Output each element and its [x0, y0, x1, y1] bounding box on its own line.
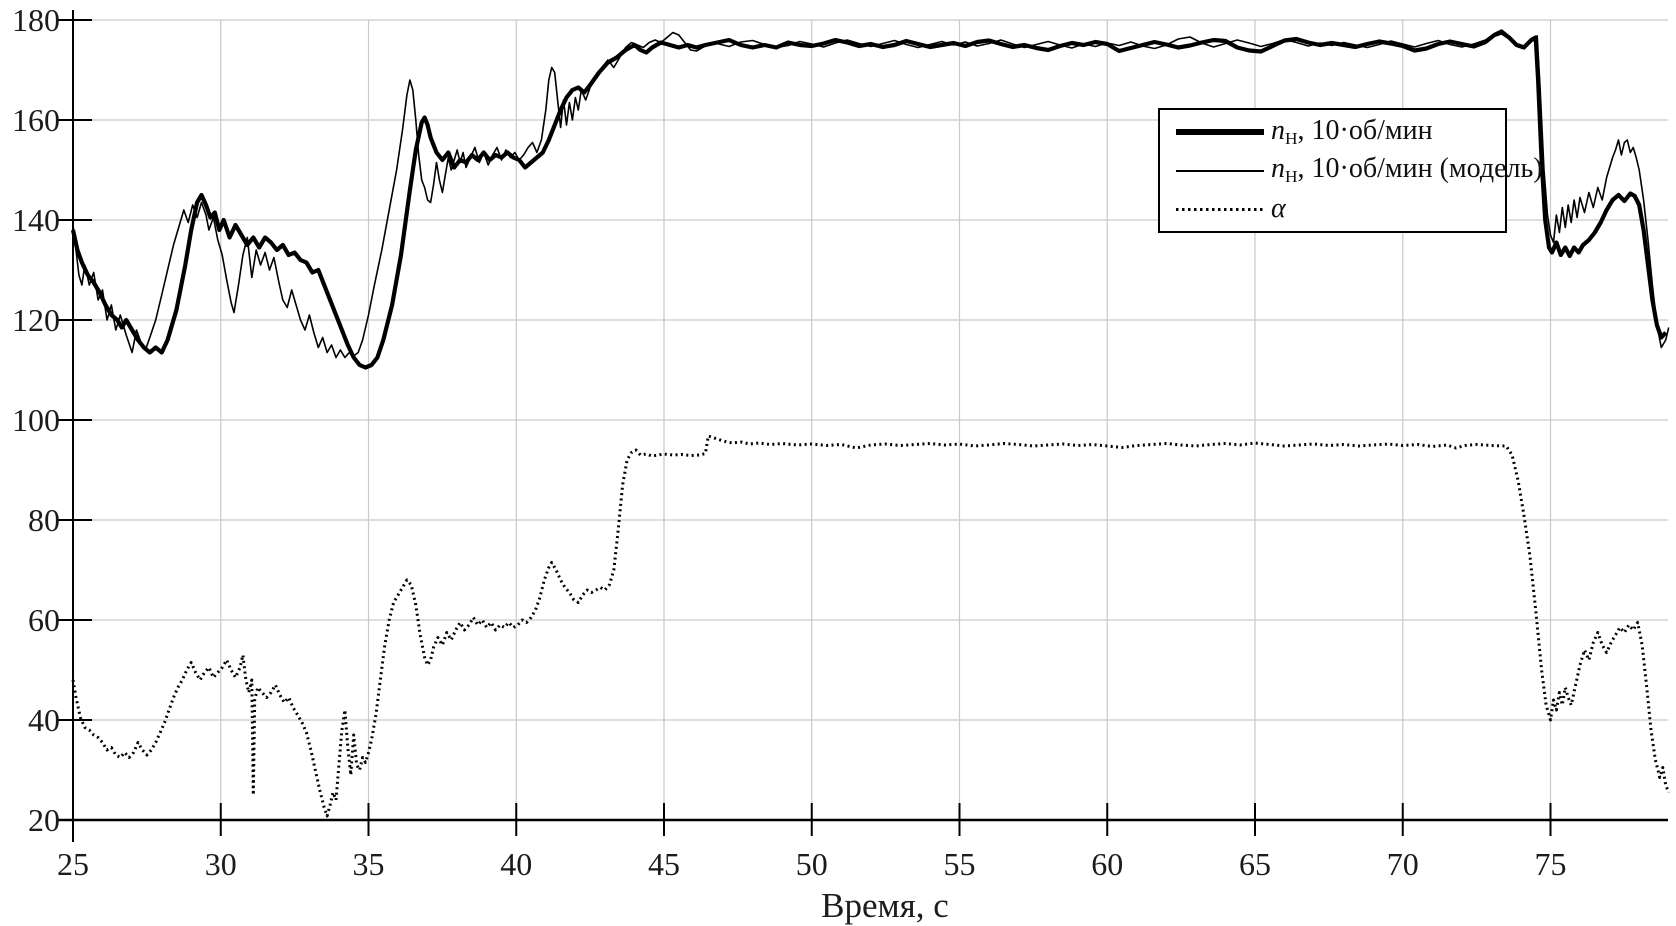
y-tick-label: 20 [28, 802, 60, 838]
x-tick-label: 25 [57, 846, 89, 882]
legend-thin-line-sample-icon [1176, 169, 1264, 172]
x-tick-label: 75 [1534, 846, 1567, 882]
x-tick-label: 45 [648, 846, 680, 882]
y-tick-label: 140 [12, 202, 60, 238]
legend-item: nН, 10·об/мин [1176, 115, 1505, 149]
legend-thick-line-sample-icon [1176, 128, 1264, 135]
x-tick-label: 70 [1386, 846, 1419, 882]
legend-box: nН, 10·об/мин nН, 10·об/мин (модель) α [1158, 108, 1543, 233]
x-tick-label: 30 [204, 846, 237, 882]
x-tick-label: 65 [1239, 846, 1271, 882]
y-tick-label: 60 [28, 602, 60, 638]
y-tick-label: 80 [28, 502, 60, 538]
x-tick-label: 60 [1091, 846, 1124, 882]
y-tick-label: 120 [12, 302, 60, 338]
alpha-dotted-line [71, 434, 1671, 818]
legend-label: α [1271, 193, 1286, 225]
legend-item: α [1176, 192, 1505, 226]
nh-thick-line [70, 30, 1668, 370]
x-axis-title: Время, с [821, 886, 949, 925]
x-tick-label: 55 [943, 846, 976, 882]
x-tick-label: 50 [795, 846, 828, 882]
legend-label: nН, 10·об/мин [1271, 114, 1433, 148]
y-tick-label: 160 [12, 102, 60, 138]
x-tick-label: 35 [352, 846, 385, 882]
x-tick-label: 40 [500, 846, 533, 882]
y-tick-label: 180 [12, 2, 60, 38]
y-tick-label: 100 [12, 402, 60, 438]
y-tick-label: 40 [28, 702, 60, 738]
legend-dotted-line-sample-icon [1176, 207, 1264, 211]
legend-item: nН, 10·об/мин (модель) [1176, 153, 1543, 188]
legend-label: nН, 10·об/мин (модель) [1271, 153, 1543, 187]
